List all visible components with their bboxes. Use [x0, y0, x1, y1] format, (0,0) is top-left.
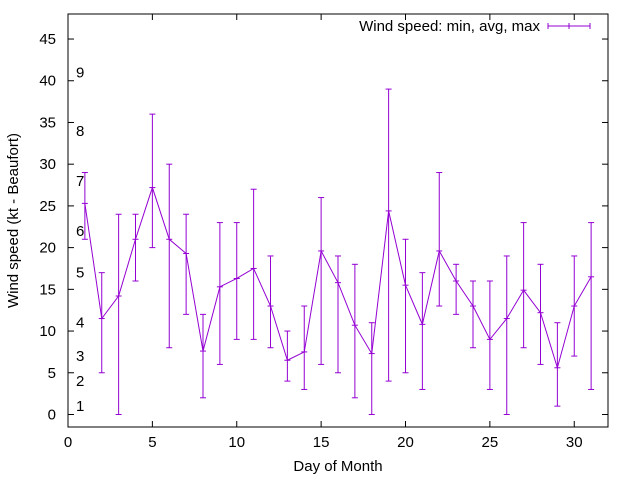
x-tick-label: 25: [482, 434, 499, 451]
beaufort-label: 4: [76, 315, 84, 332]
legend-label: Wind speed: min, avg, max: [359, 18, 540, 35]
x-tick-label: 0: [64, 434, 72, 451]
error-bar: [385, 88, 392, 382]
error-bar: [419, 272, 426, 390]
error-bar: [233, 222, 240, 340]
error-bar: [183, 213, 190, 315]
error-bar: [200, 313, 206, 399]
legend: Wind speed: min, avg, max: [359, 18, 591, 35]
error-bar: [436, 172, 443, 307]
beaufort-scale-labels: 1 2 3 4 5 6 7 8 9: [76, 64, 84, 415]
error-bar: [115, 213, 122, 415]
x-tick-label: 30: [566, 434, 583, 451]
x-axis-title: Day of Month: [293, 458, 382, 475]
beaufort-label: 6: [76, 223, 84, 240]
x-tick-label: 5: [148, 434, 156, 451]
x-tick-label: 10: [228, 434, 245, 451]
beaufort-label: 1: [76, 398, 84, 415]
plot-frame: [67, 13, 609, 428]
error-bar: [284, 330, 291, 382]
y-tick-label: 25: [39, 198, 56, 215]
x-tick-label: 20: [397, 434, 414, 451]
error-bar: [216, 222, 223, 365]
error-bar: [98, 272, 105, 374]
wind-speed-series: [81, 88, 595, 415]
error-bar: [453, 263, 460, 315]
y-tick-label: 15: [39, 281, 56, 298]
beaufort-label: 9: [76, 64, 84, 81]
y-tick-label: 20: [39, 240, 56, 257]
error-bar: [81, 172, 88, 240]
x-tick-label: 15: [313, 434, 330, 451]
error-bar: [486, 280, 493, 390]
y-tick-label: 10: [39, 323, 56, 340]
error-bar: [537, 263, 544, 365]
error-bar: [301, 305, 308, 390]
error-bar: [250, 188, 257, 340]
plot-border: [67, 13, 609, 428]
error-bar: [571, 255, 578, 357]
error-bar: [166, 163, 173, 349]
error-bar: [470, 280, 476, 349]
error-bar: [318, 197, 325, 365]
error-bar: [503, 255, 510, 415]
y-tick-label: 5: [48, 365, 56, 382]
y-axis-title: Wind speed (kt - Beaufort): [5, 133, 22, 308]
y-tick-label: 40: [39, 73, 56, 90]
error-bar: [402, 238, 409, 374]
y-tick-label: 30: [39, 156, 56, 173]
y-tick-label: 45: [39, 31, 56, 48]
x-axis-ticks: 0 5 10 15 20 25 30: [64, 14, 583, 451]
y-tick-label: 0: [48, 406, 56, 423]
error-bar: [554, 322, 561, 407]
error-bar: [520, 222, 527, 349]
beaufort-label: 2: [76, 373, 84, 390]
y-tick-label: 35: [39, 114, 56, 131]
error-bar: [132, 213, 139, 282]
error-bar: [351, 263, 358, 399]
beaufort-label: 5: [76, 265, 84, 282]
error-bar: [267, 255, 274, 349]
beaufort-label: 3: [76, 348, 84, 365]
beaufort-label: 7: [76, 173, 84, 190]
error-bar: [368, 322, 375, 415]
error-bar: [149, 113, 156, 249]
error-bar: [588, 222, 595, 390]
error-bar: [335, 255, 341, 374]
beaufort-label: 8: [76, 123, 84, 140]
